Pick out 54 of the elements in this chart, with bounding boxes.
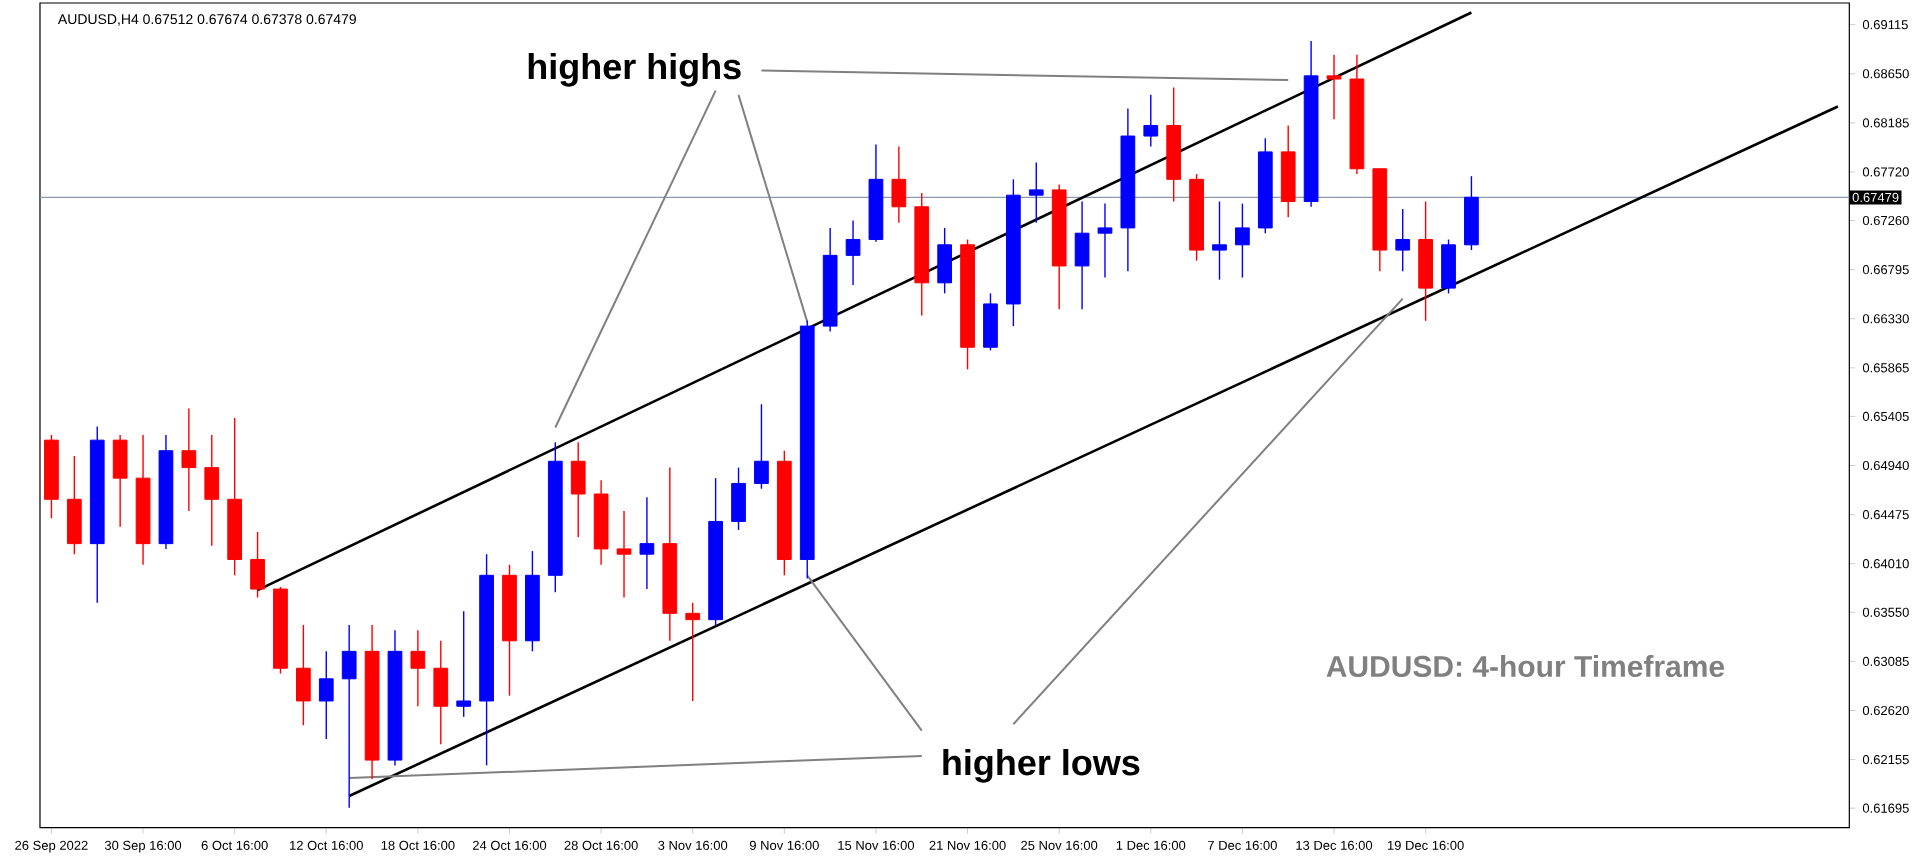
x-tick-label: 24 Oct 16:00 [472,840,547,850]
y-tick-label: 0.63550 [1862,607,1909,617]
candlestick [1212,200,1227,281]
candlestick [639,496,655,590]
annotation: higher lows [943,748,1140,783]
x-tick-label: 26 Sep 2022 [15,840,88,853]
candlestick [318,650,334,740]
candlestick [181,407,197,512]
ref-line-label: 0.67479 [1852,192,1899,202]
candlestick [754,403,769,490]
text: AUDUSD,H4 0.67512 0.67674 0.67378 0.67479 [57,14,356,26]
y-tick-label: 0.68650 [1862,69,1909,79]
x-tick-label: 18 Oct 16:00 [381,840,455,850]
x-tick-label: 12 Oct 16:00 [290,840,363,850]
y-tick-label: 0.62620 [1862,705,1909,715]
y-tick-label: 0.63085 [1862,656,1909,666]
y-tick-label: 0.64010 [1862,559,1909,569]
x-tick-label: 3 Nov 16:00 [658,840,728,850]
y-tick-label: 0.69115 [1862,19,1908,30]
y-tick-label: 0.65405 [1862,411,1909,421]
y-tick-label: 0.65865 [1862,363,1909,373]
x-tick-label: 7 Dec 16:00 [1208,840,1277,850]
y-tick-label: 0.66330 [1862,314,1909,324]
candlestick [1395,208,1411,272]
x-tick-label: 30 Sep 16:00 [104,840,182,853]
y-tick-label: 0.62155 [1862,754,1909,765]
x-tick-label: 21 Nov 16:00 [929,840,1006,850]
y-tick-label: 0.61695 [1862,803,1909,813]
candlestick [845,219,861,286]
x-tick-label: 6 Oct 16:00 [201,840,268,850]
candlestick [1143,94,1159,148]
annotation: higher highs [528,52,741,87]
x-tick-label: 1 Dec 16:00 [1116,840,1186,850]
x-tick-label: 15 Nov 16:00 [838,840,915,850]
y-tick-label: 0.67720 [1862,167,1909,177]
y-tick-label: 0.66795 [1862,264,1909,275]
candlestick [1235,202,1250,279]
candlestick [456,610,472,718]
candlestick [410,629,426,707]
y-tick-label: 0.67260 [1862,215,1909,226]
x-tick-label: 9 Nov 16:00 [749,840,819,850]
x-tick-label: 13 Dec 16:00 [1296,840,1373,850]
x-tick-label: 19 Dec 16:00 [1387,840,1464,850]
y-tick-label: 0.64475 [1862,509,1909,520]
candlestick [616,510,632,599]
x-tick-label: 28 Oct 16:00 [564,840,638,850]
y-tick-label: 0.68185 [1862,118,1909,128]
candlestick [1326,53,1342,120]
candlestick [1097,202,1113,279]
candlestick [1028,161,1044,224]
annotation: AUDUSD: 4-hour Timeframe [1326,654,1725,677]
y-tick-label: 0.64940 [1862,460,1909,471]
x-tick-label: 25 Nov 16:00 [1021,840,1098,850]
candlestick [685,601,701,702]
